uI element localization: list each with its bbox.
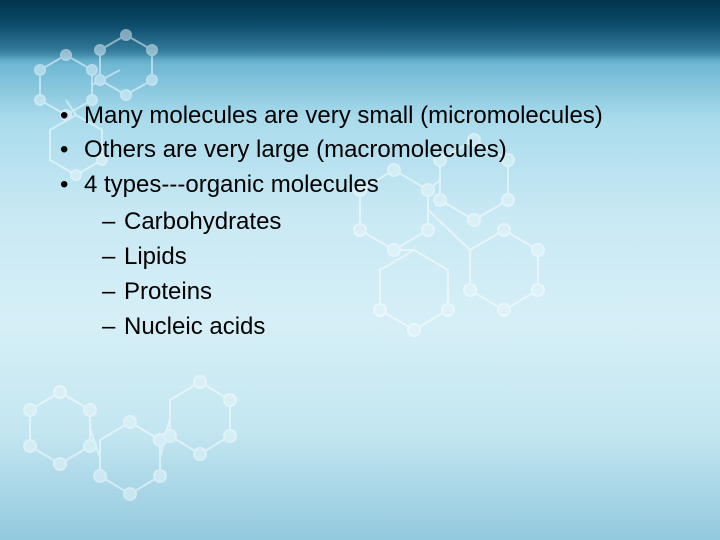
bullet-text: Others are very large (macromolecules) — [84, 136, 507, 163]
sub-bullet-text: Carbohydrates — [124, 208, 281, 235]
sub-bullet-list: Carbohydrates Lipids Proteins Nucleic ac… — [84, 205, 664, 344]
sub-bullet-text: Lipids — [124, 243, 187, 270]
bullet-item: Many molecules are very small (micromole… — [56, 100, 664, 132]
slide-body: Many molecules are very small (micromole… — [56, 100, 664, 346]
bullet-text: 4 types---organic molecules — [84, 171, 379, 198]
bullet-item: Others are very large (macromolecules) — [56, 134, 664, 166]
sub-bullet-item: Proteins — [102, 275, 664, 310]
sub-bullet-text: Proteins — [124, 278, 212, 305]
sub-bullet-text: Nucleic acids — [124, 313, 265, 340]
bullet-list: Many molecules are very small (micromole… — [56, 100, 664, 344]
sub-bullet-item: Nucleic acids — [102, 310, 664, 345]
bullet-item: 4 types---organic molecules Carbohydrate… — [56, 169, 664, 345]
top-gradient-band — [0, 0, 720, 60]
sub-bullet-item: Carbohydrates — [102, 205, 664, 240]
bullet-text: Many molecules are very small (micromole… — [84, 102, 603, 129]
sub-bullet-item: Lipids — [102, 240, 664, 275]
slide: Many molecules are very small (micromole… — [0, 0, 720, 540]
